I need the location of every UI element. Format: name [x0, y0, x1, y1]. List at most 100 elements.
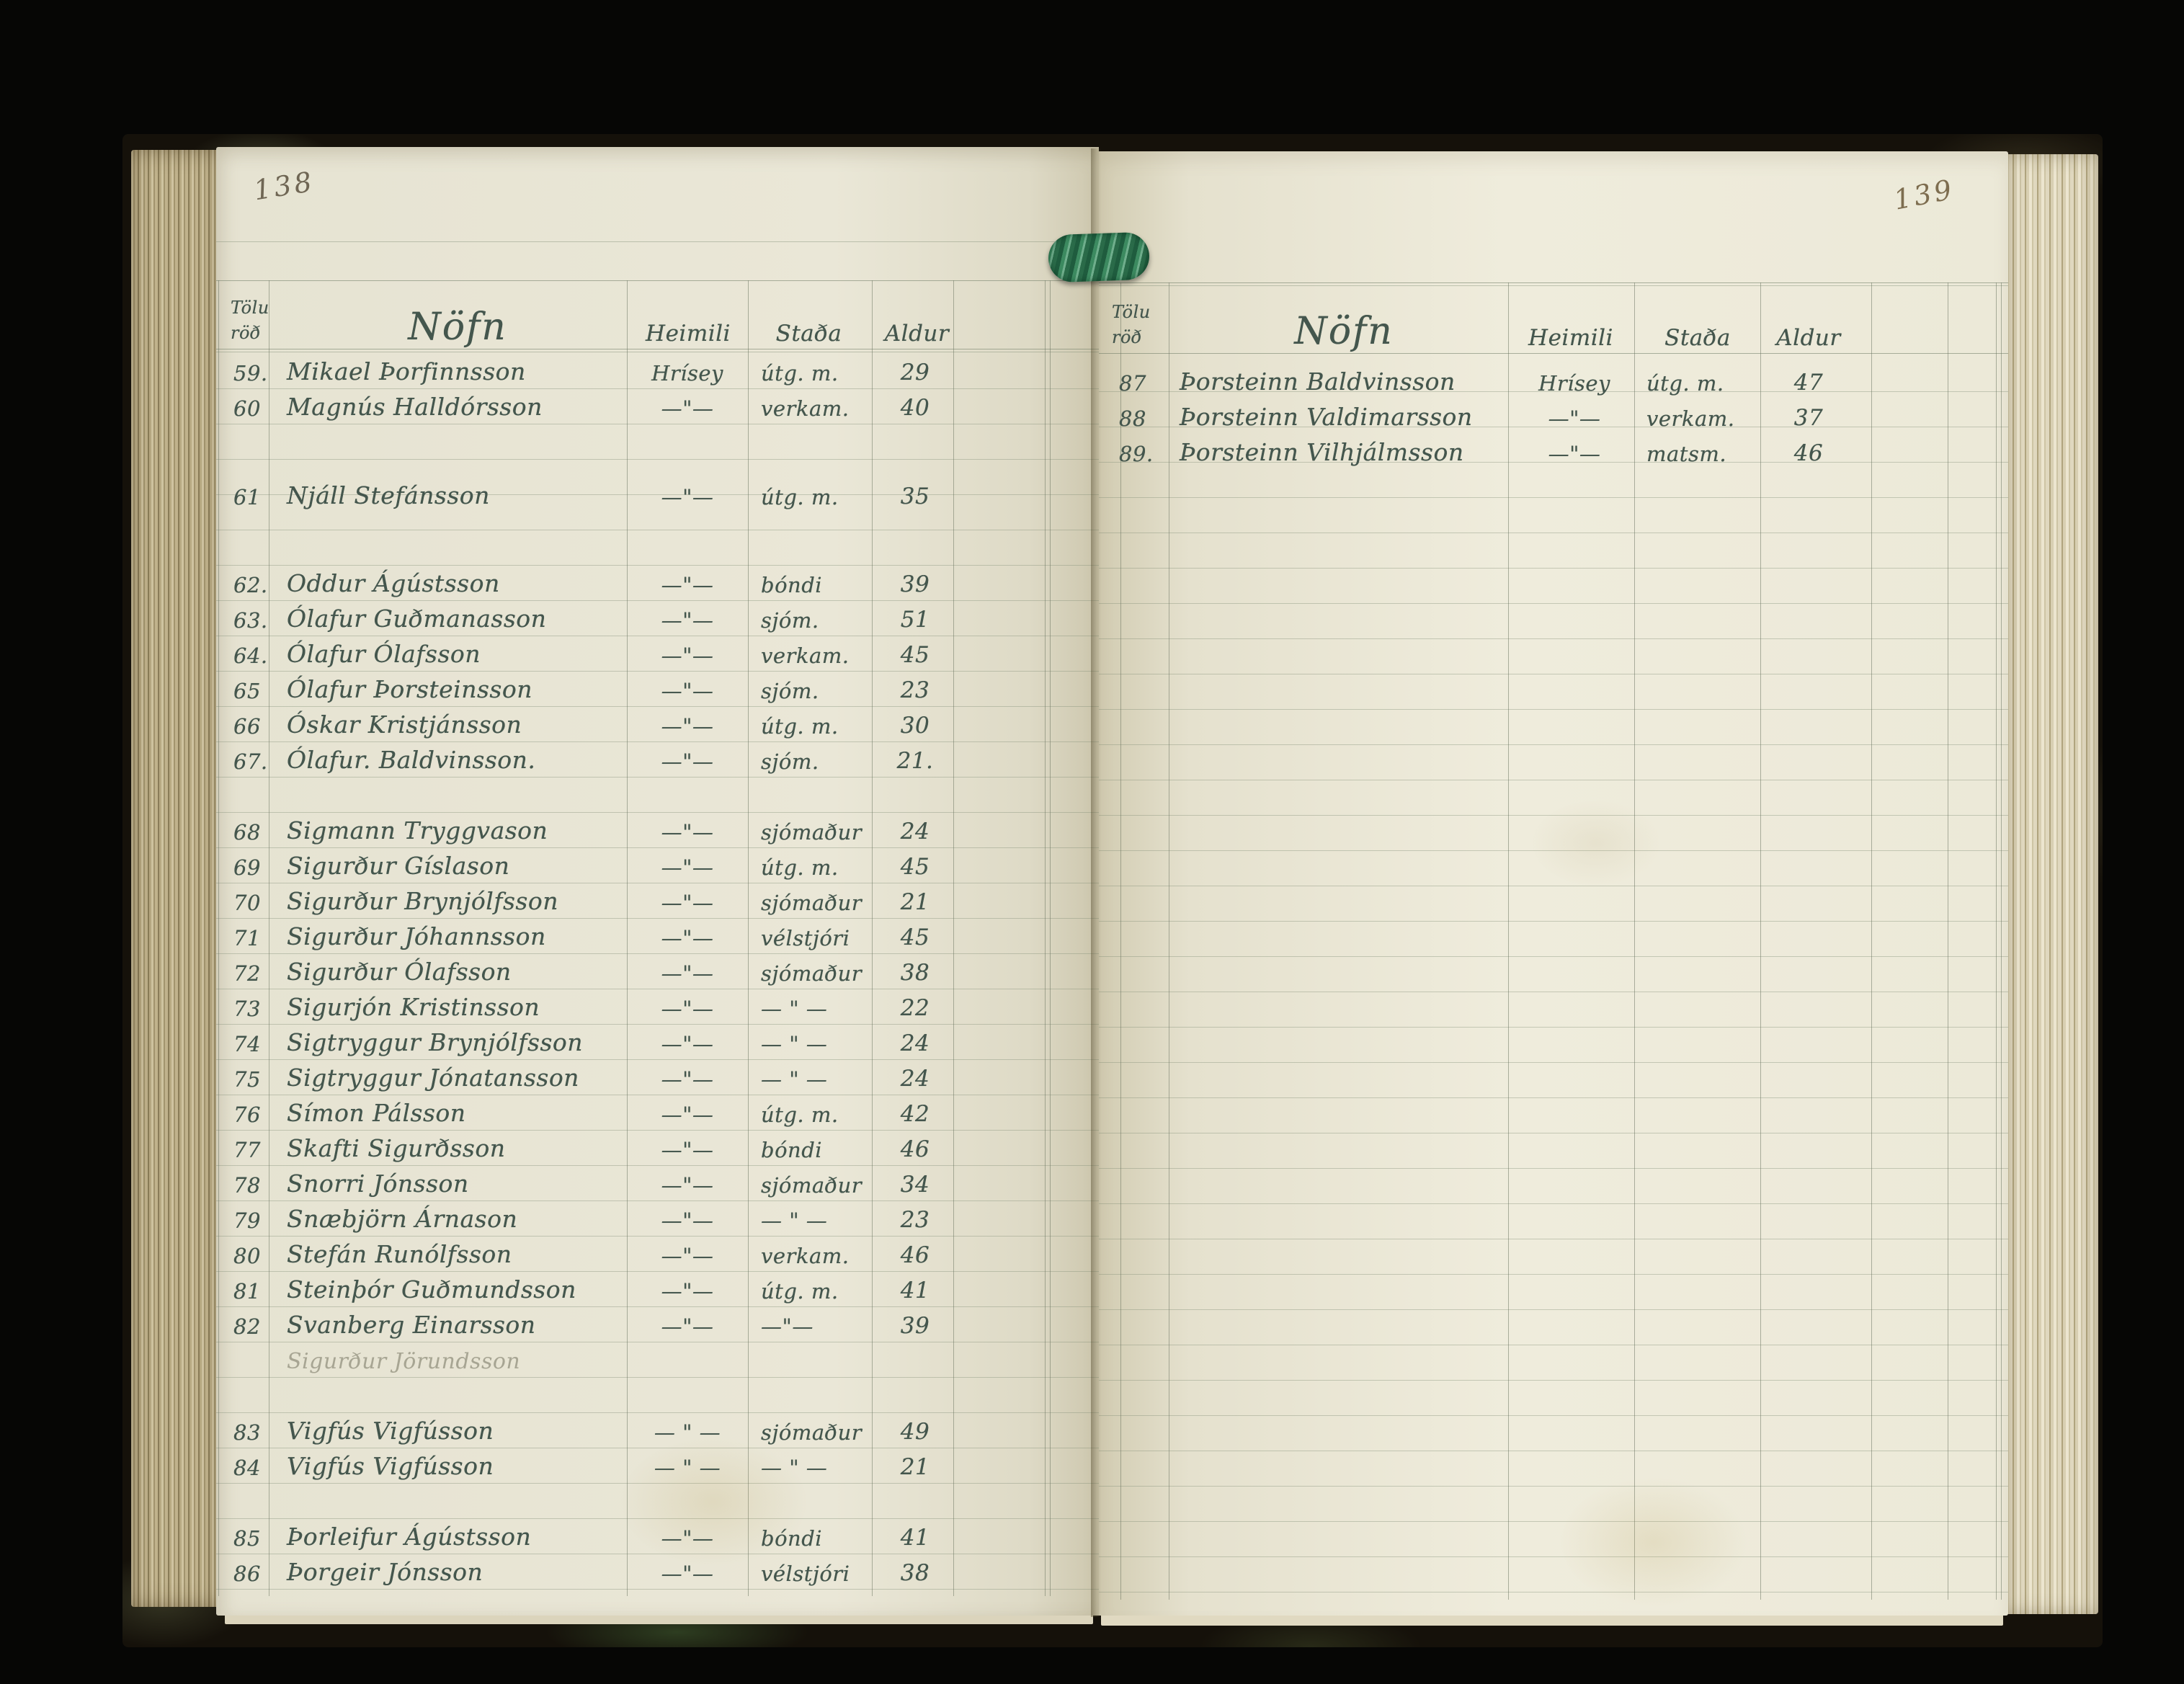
entry-number: 74	[233, 1032, 261, 1056]
entry-home: Hrísey	[1538, 371, 1610, 396]
under-page-right	[1101, 1614, 2003, 1626]
entry-age: 41	[900, 1525, 930, 1551]
entry-number: 89.	[1119, 442, 1154, 466]
entry-name: Magnús Halldórsson	[287, 393, 543, 421]
entry-age: 21.	[896, 748, 934, 774]
table-row: 82 Svanberg Einarsson —"— —"— 39	[216, 1307, 1099, 1340]
entry-age: 45	[900, 854, 930, 880]
entry-home: —"—	[661, 749, 714, 774]
column-rule	[953, 280, 954, 1596]
entry-number: 80	[233, 1244, 261, 1268]
entry-number: 67.	[233, 749, 268, 774]
entry-number: 71	[233, 926, 261, 950]
entry-status: vélstjóri	[761, 1562, 850, 1586]
table-row: 86 Þorgeir Jónsson —"— vélstjóri 38	[216, 1554, 1099, 1587]
entry-age: 46	[900, 1136, 930, 1162]
table-row: 81 Steinþór Guðmundsson —"— útg. m. 41	[216, 1272, 1099, 1305]
entry-number: 68	[233, 820, 261, 845]
table-row: 87 Þorsteinn Baldvinsson Hrísey útg. m. …	[1099, 364, 2008, 397]
entry-number: 65	[233, 679, 261, 703]
entry-number: 76	[233, 1102, 261, 1127]
entry-age: 45	[900, 925, 930, 950]
entry-status: verkam.	[761, 1244, 850, 1268]
entry-home: —"—	[661, 396, 714, 421]
book-gutter-shadow	[1091, 148, 1101, 1617]
entry-name: Mikael Þorfinnsson	[287, 357, 526, 386]
entry-age: 39	[900, 1313, 930, 1339]
entry-home: —"—	[661, 1067, 714, 1092]
entry-number: 82	[233, 1314, 261, 1339]
table-row: 71 Sigurður Jóhannsson —"— vélstjóri 45	[216, 919, 1099, 952]
table-row: 61 Njáll Stefánsson —"— útg. m. 35	[216, 478, 1099, 511]
entry-number: 84	[233, 1456, 261, 1480]
table-row: 64. Ólafur Ólafsson —"— verkam. 45	[216, 636, 1099, 669]
column-rule	[1760, 282, 1761, 1600]
column-rule	[1050, 280, 1051, 1596]
under-page-left	[225, 1614, 1093, 1624]
entry-number: 83	[233, 1420, 261, 1445]
entry-status: sjómaður	[761, 1420, 863, 1445]
ledger-page-left: Tölu röð Nöfn Heimili Staða Aldur 59. Mi…	[216, 147, 1099, 1616]
entry-status: — " —	[761, 1032, 828, 1056]
entry-name: Ólafur Þorsteinsson	[287, 675, 532, 703]
column-rule	[1871, 282, 1872, 1600]
column-rule	[1045, 280, 1046, 1596]
entry-name: Sigmann Tryggvason	[287, 816, 548, 845]
entry-name: Ólafur Guðmanasson	[287, 605, 547, 633]
entry-status: verkam.	[761, 643, 850, 668]
entry-name: Þorgeir Jónsson	[287, 1558, 483, 1586]
entry-number: 85	[233, 1526, 261, 1551]
entry-home: —"—	[1548, 406, 1601, 431]
entry-number: 66	[233, 714, 261, 739]
entry-age: 42	[900, 1101, 930, 1127]
column-rule	[1996, 282, 1997, 1600]
entry-number: 86	[233, 1562, 261, 1586]
entry-age: 41	[900, 1278, 930, 1304]
header-top-rule	[1099, 282, 2008, 283]
entry-home: —"—	[661, 608, 714, 633]
entry-number: 62.	[233, 573, 268, 597]
entry-name: Sigurður Ólafsson	[287, 958, 512, 986]
table-row: 84 Vigfús Vigfússon — " — — " — 21	[216, 1448, 1099, 1482]
entry-age: 21	[900, 889, 930, 915]
entry-name: Njáll Stefánsson	[287, 481, 490, 509]
entry-status: —"—	[761, 1314, 814, 1339]
entry-number: 64.	[233, 643, 268, 668]
entry-name: Sigurður Brynjólfsson	[287, 887, 558, 915]
entry-home: —"—	[661, 1032, 714, 1056]
entry-number: 72	[233, 961, 261, 986]
entry-age: 21	[900, 1454, 930, 1480]
entry-name: Skafti Sigurðsson	[287, 1134, 506, 1162]
table-row: 74 Sigtryggur Brynjólfsson —"— — " — 24	[216, 1025, 1099, 1058]
entry-name: Þorsteinn Vilhjálmsson	[1180, 438, 1464, 466]
entry-name: Snorri Jónsson	[287, 1170, 469, 1198]
paper-stain	[620, 1437, 807, 1567]
entry-name: Stefán Runólfsson	[287, 1240, 512, 1268]
entry-name: Sigtryggur Jónatansson	[287, 1064, 579, 1092]
entry-age: 24	[900, 819, 930, 845]
entry-name: Sigtryggur Brynjólfsson	[287, 1028, 584, 1056]
table-row: 80 Stefán Runólfsson —"— verkam. 46	[216, 1237, 1099, 1270]
ruled-lines	[1099, 357, 2008, 1600]
column-rule	[872, 280, 873, 1596]
table-row: 83 Vigfús Vigfússon — " — sjómaður 49	[216, 1413, 1099, 1446]
entry-home: —"—	[661, 1526, 714, 1551]
entry-status: verkam.	[1646, 406, 1735, 431]
entry-home: —"—	[661, 820, 714, 845]
table-row: 73 Sigurjón Kristinsson —"— — " — 22	[216, 989, 1099, 1023]
entry-status: matsm.	[1646, 442, 1727, 466]
ledger-rows-left: 59. Mikael Þorfinnsson Hrísey útg. m. 29…	[216, 354, 1099, 1600]
entry-number: 77	[233, 1138, 261, 1162]
entry-home: —"—	[661, 484, 714, 509]
entry-home: —"—	[661, 1562, 714, 1586]
entry-name: Sigurður Gíslason	[287, 852, 510, 880]
column-header-number: Tölu röð	[1112, 302, 1151, 348]
entry-age: 38	[900, 960, 930, 986]
entry-name: Snæbjörn Árnason	[287, 1205, 518, 1233]
entry-number: 79	[233, 1208, 261, 1233]
entry-age: 30	[900, 713, 930, 739]
entry-number: 63.	[233, 608, 268, 633]
entry-home: —"—	[661, 961, 714, 986]
entry-status: útg. m.	[1646, 371, 1724, 396]
